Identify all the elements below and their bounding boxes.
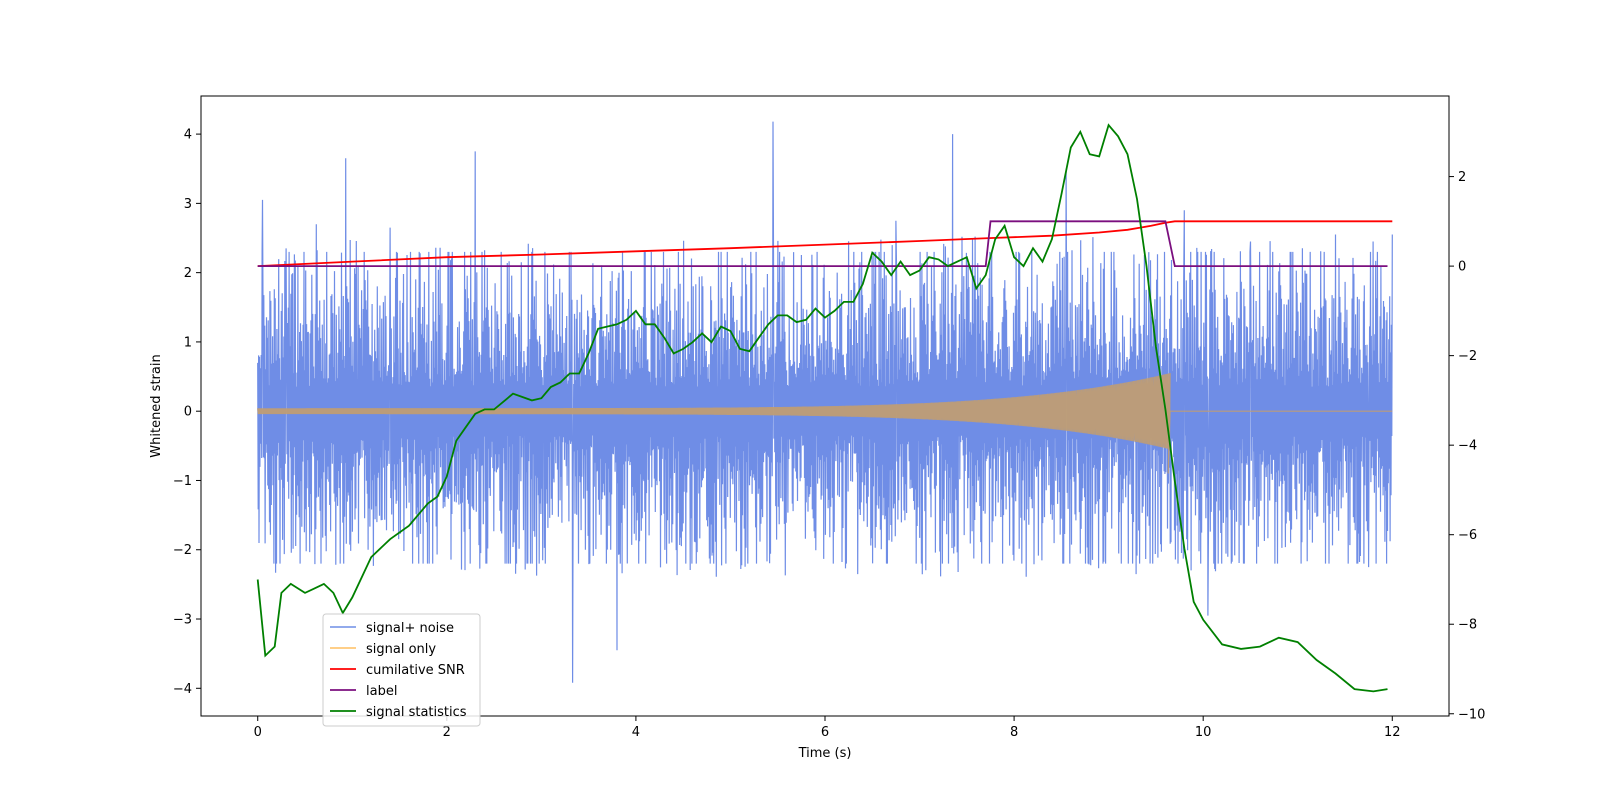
y-tick-label: 1 [184,335,192,350]
y-tick-label: 2 [184,266,192,281]
y2-tick-label: −2 [1458,349,1477,364]
x-tick-label: 12 [1384,725,1401,740]
x-tick-label: 6 [821,725,829,740]
series-cumulative-snr [257,220,1393,267]
y-tick-label: −4 [173,682,192,697]
series-layer [256,121,1393,693]
y-tick-label: −1 [173,474,192,489]
y-axis-label: Whitened strain [149,354,164,457]
y-axis-left: −4 −3 −2 −1 0 1 2 3 4 [173,128,201,697]
y2-tick-label: −4 [1458,439,1477,454]
series-signal-plus-noise [257,121,1393,683]
y2-tick-label: −8 [1458,618,1477,633]
x-tick-label: 0 [254,725,262,740]
y2-tick-label: 2 [1458,170,1466,185]
legend-cumulative-snr: cumilative SNR [366,663,465,678]
y-tick-label: −3 [173,613,192,628]
series-signal-statistics [256,123,1388,693]
y-tick-label: 0 [184,405,192,420]
legend-label: label [366,684,397,699]
legend-signal-statistics: signal statistics [366,705,467,720]
legend: signal+ noise signal only cumilative SNR la… [322,613,481,727]
legend-signal-plus-noise: signal+ noise [366,621,454,636]
x-tick-label: 10 [1195,725,1212,740]
series-signal-only [257,373,1393,474]
y2-tick-label: −10 [1458,707,1485,722]
y-tick-label: 3 [184,197,192,212]
x-tick-label: 2 [443,725,451,740]
x-tick-label: 8 [1010,725,1018,740]
x-tick-label: 4 [632,725,640,740]
legend-signal-only: signal only [366,642,436,657]
y-tick-label: 4 [184,128,192,143]
y2-tick-label: 0 [1458,260,1466,275]
legend-box [322,613,481,727]
x-axis-label: Time (s) [798,746,852,761]
series-label [257,220,1388,267]
y2-tick-label: −6 [1458,528,1477,543]
y-axis-right: −10 −8 −6 −4 −2 0 2 [1449,170,1485,722]
y-tick-label: −2 [173,543,192,558]
